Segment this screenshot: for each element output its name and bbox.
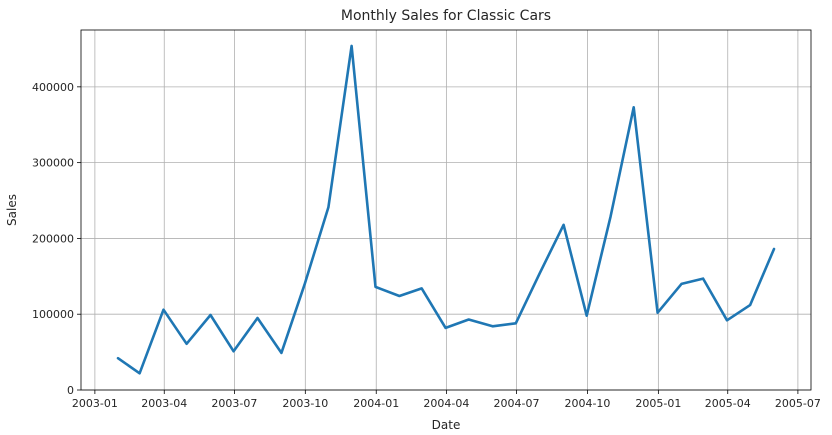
x-tick-label: 2003-07 bbox=[211, 397, 257, 410]
x-tick-label: 2004-10 bbox=[564, 397, 610, 410]
x-tick-label: 2005-01 bbox=[635, 397, 681, 410]
data-point bbox=[256, 317, 259, 320]
y-tick-label: 300000 bbox=[32, 157, 74, 170]
y-tick-label: 0 bbox=[67, 384, 74, 397]
data-point bbox=[350, 45, 353, 48]
data-point bbox=[185, 342, 188, 345]
ticks: 2003-01 2003-04 2003-07 2003-10 2004-01 2004-… bbox=[32, 81, 821, 410]
x-tick-label: 2005-07 bbox=[775, 397, 821, 410]
data-point bbox=[632, 106, 635, 109]
data-point bbox=[680, 283, 683, 286]
data-point bbox=[303, 283, 306, 286]
y-tick-label: 200000 bbox=[32, 232, 74, 245]
data-point bbox=[209, 314, 212, 317]
grid bbox=[81, 30, 811, 391]
data-point bbox=[232, 350, 235, 353]
data-point bbox=[656, 311, 659, 314]
x-tick-label: 2004-04 bbox=[423, 397, 469, 410]
x-tick-label: 2004-07 bbox=[494, 397, 540, 410]
x-axis-label: Date bbox=[432, 418, 461, 432]
series-line-layer bbox=[116, 44, 776, 375]
data-point bbox=[491, 325, 494, 328]
data-point bbox=[585, 314, 588, 317]
data-point bbox=[162, 308, 165, 311]
data-point bbox=[398, 295, 401, 298]
data-point bbox=[444, 327, 447, 330]
data-point bbox=[773, 248, 776, 251]
data-point bbox=[514, 322, 517, 325]
x-tick-label: 2003-10 bbox=[282, 397, 328, 410]
y-tick-label: 400000 bbox=[32, 81, 74, 94]
data-point bbox=[117, 357, 120, 360]
data-point bbox=[280, 352, 283, 355]
x-tick-label: 2005-04 bbox=[705, 397, 751, 410]
data-point bbox=[749, 304, 752, 307]
series-line bbox=[116, 44, 776, 375]
data-point bbox=[726, 319, 729, 322]
data-point bbox=[562, 223, 565, 226]
data-point bbox=[467, 318, 470, 321]
data-point bbox=[327, 206, 330, 209]
y-axis-label: Sales bbox=[5, 194, 19, 226]
y-tick-label: 100000 bbox=[32, 308, 74, 321]
chart-title: Monthly Sales for Classic Cars bbox=[341, 8, 551, 24]
data-point bbox=[538, 272, 541, 275]
x-tick-label: 2003-04 bbox=[141, 397, 187, 410]
data-point bbox=[374, 286, 377, 289]
data-point bbox=[420, 287, 423, 290]
x-tick-label: 2004-01 bbox=[353, 397, 399, 410]
x-tick-label: 2003-01 bbox=[72, 397, 118, 410]
data-point bbox=[702, 277, 705, 280]
data-point bbox=[138, 372, 141, 375]
data-point bbox=[609, 215, 612, 218]
